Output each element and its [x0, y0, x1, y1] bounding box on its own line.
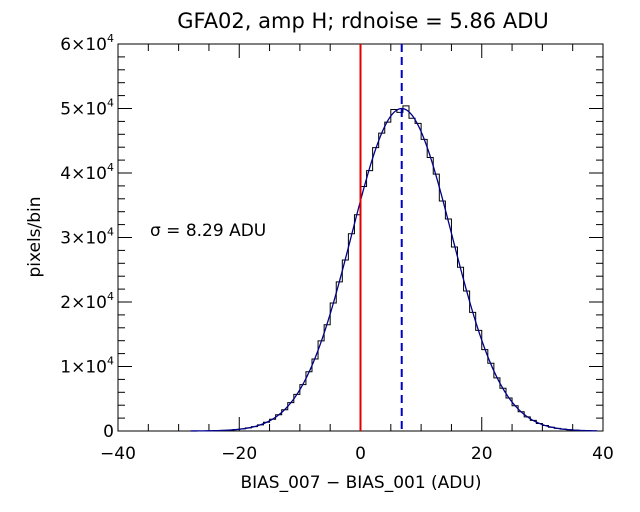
y-axis-label: pixels/bin [25, 196, 45, 277]
y-tick-label: 6×104 [60, 32, 114, 55]
y-tick-label: 1×104 [60, 355, 114, 378]
x-tick-label: −20 [221, 444, 257, 464]
x-tick-label: 40 [592, 444, 614, 464]
y-tick-label: 4×104 [60, 161, 114, 184]
y-tick-label: 2×104 [60, 290, 114, 313]
x-axis-ticks: −40 −20 0 20 40 [100, 44, 614, 464]
x-axis-label: BIAS_007 − BIAS_001 (ADU) [241, 473, 482, 493]
sigma-annotation: σ = 8.29 ADU [150, 221, 266, 241]
x-tick-label: −40 [100, 444, 136, 464]
chart-title: GFA02, amp H; rdnoise = 5.86 ADU [177, 9, 548, 33]
y-axis-ticks: 0 1×104 2×104 3×104 4×104 5×104 6×104 [60, 32, 603, 442]
histogram-steps [208, 105, 592, 432]
x-tick-label: 20 [471, 444, 493, 464]
gaussian-fit-line [190, 107, 597, 432]
y-tick-label: 3×104 [60, 226, 114, 249]
y-tick-label: 0 [103, 422, 114, 442]
x-tick-label: 0 [355, 444, 366, 464]
plot-marks [190, 44, 597, 432]
y-tick-label: 5×104 [60, 97, 114, 120]
